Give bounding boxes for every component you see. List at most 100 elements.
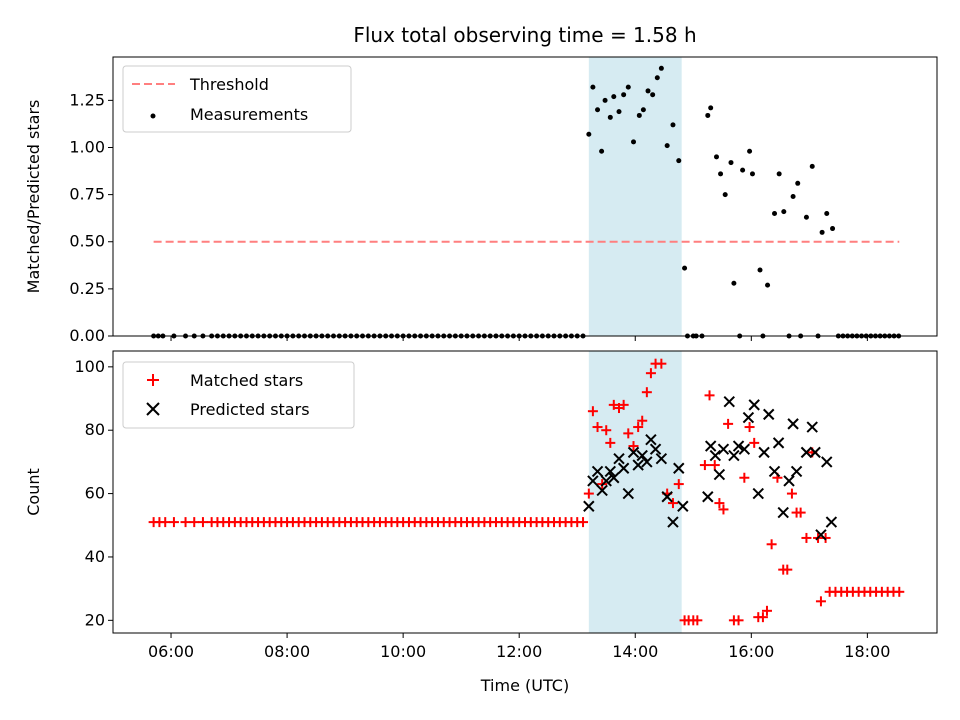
bottom-panel: 20 40 60 80 100 06:00 08:00 10:00 12:00 14:00 16:… <box>24 350 938 695</box>
x-tick-label: 18:00 <box>844 642 890 661</box>
predicted-star-point <box>821 456 833 468</box>
measurement-point <box>590 84 596 90</box>
measurement-point <box>795 180 801 186</box>
measurement-point <box>654 75 660 81</box>
matched-star-point <box>160 517 171 528</box>
matched-star-point <box>667 498 678 509</box>
matched-star-point <box>761 605 772 616</box>
predicted-star-point <box>677 500 689 512</box>
measurement-point <box>819 229 825 235</box>
x-tick-label: 06:00 <box>148 642 194 661</box>
predicted-star-point <box>591 465 604 478</box>
matched-star-point <box>656 358 667 369</box>
predicted-star-point <box>806 421 818 433</box>
predicted-star-point <box>608 472 620 484</box>
bottom-legend: Matched stars Predicted stars <box>122 361 355 429</box>
measurement-point <box>731 280 737 286</box>
matched-star-point <box>718 504 729 515</box>
top-y-axis: 0.00 0.25 0.50 0.75 1.00 1.25 <box>69 90 113 345</box>
predicted-star-point <box>627 446 640 459</box>
measurement-point <box>595 107 601 113</box>
predicted-star-point <box>622 487 634 500</box>
matched-star-point <box>673 479 684 490</box>
predicted-star-point <box>673 462 685 474</box>
legend-matched-label: Matched stars <box>190 371 303 390</box>
predicted-star-point <box>723 395 735 408</box>
matched-star-point <box>739 472 750 483</box>
measurement-point <box>631 139 637 145</box>
predicted-star-point <box>815 529 827 541</box>
measurement-point <box>740 167 746 173</box>
measurement-point <box>645 88 651 94</box>
measurement-point <box>682 265 688 271</box>
measurement-point <box>664 143 670 149</box>
measurement-point <box>790 194 796 199</box>
measurement-point <box>747 148 753 154</box>
predicted-star-point <box>763 408 775 421</box>
predicted-star-point <box>748 399 760 411</box>
measurement-point <box>749 171 755 177</box>
predicted-star-point <box>783 475 795 487</box>
predicted-star-point <box>752 487 764 500</box>
predicted-star-point <box>613 453 625 465</box>
predicted-star-point <box>636 449 648 462</box>
legend-matched-swatch <box>147 374 159 386</box>
measurement-point <box>676 158 682 164</box>
predicted-star-point <box>587 475 599 487</box>
y-tick-label: 40 <box>85 547 105 566</box>
predicted-star-point <box>809 446 821 459</box>
matched-star-point <box>782 564 793 575</box>
measurement-point <box>708 105 714 111</box>
measurement-point <box>722 192 728 198</box>
measurement-point <box>611 94 617 100</box>
bottom-legend-box <box>122 361 355 429</box>
measurement-point <box>640 107 646 113</box>
predicted-star-point <box>596 484 608 497</box>
y-tick-label: 0.50 <box>69 232 105 251</box>
y-tick-label: 0.75 <box>69 185 105 204</box>
measurement-point <box>803 214 809 220</box>
matched-star-point <box>709 460 720 471</box>
x-tick-label: 08:00 <box>264 642 310 661</box>
measurement-point <box>636 112 642 118</box>
matched-star-point <box>180 517 191 528</box>
predicted-star-point <box>728 449 740 462</box>
predicted-star-point <box>758 446 770 459</box>
predicted-star-point <box>655 453 668 465</box>
legend-threshold-label: Threshold <box>189 75 269 94</box>
matched-star-point <box>704 390 715 401</box>
predicted-star-point <box>649 443 662 455</box>
matched-star-point <box>583 488 594 499</box>
measurement-point <box>705 112 711 118</box>
predicted-star-point <box>702 491 714 503</box>
matched-star-point <box>168 517 179 528</box>
bottom-y-axis-label: Count <box>24 468 43 516</box>
legend-predicted-label: Predicted stars <box>190 400 310 419</box>
measurement-point <box>625 84 631 90</box>
top-y-axis-label: Matched/Predicted stars <box>24 100 43 294</box>
x-tick-label: 14:00 <box>612 642 658 661</box>
matched-star-point <box>587 406 598 417</box>
measurement-point <box>713 154 719 160</box>
matched-star-point <box>197 517 208 528</box>
x-tick-label: 12:00 <box>496 642 542 661</box>
top-panel: 0.00 0.25 0.50 0.75 1.00 1.25 Matched/Predict… <box>24 56 938 345</box>
predicted-star-point <box>825 516 838 528</box>
matched-star-point <box>645 368 656 379</box>
matched-star-point <box>766 539 777 550</box>
matched-star-point <box>723 418 734 429</box>
y-tick-label: 20 <box>85 610 105 629</box>
matched-star-point <box>801 532 812 543</box>
measurement-point <box>728 160 734 166</box>
y-tick-label: 1.00 <box>69 137 105 156</box>
predicted-star-point <box>667 516 679 528</box>
top-shaded-span <box>588 57 682 336</box>
measurement-point <box>809 163 815 169</box>
predicted-star-point <box>768 465 781 478</box>
predicted-star-point <box>704 440 717 452</box>
predicted-star-point <box>617 462 630 474</box>
measurement-point <box>824 210 830 216</box>
x-tick-label: 10:00 <box>380 642 426 661</box>
predicted-star-point <box>772 437 785 449</box>
